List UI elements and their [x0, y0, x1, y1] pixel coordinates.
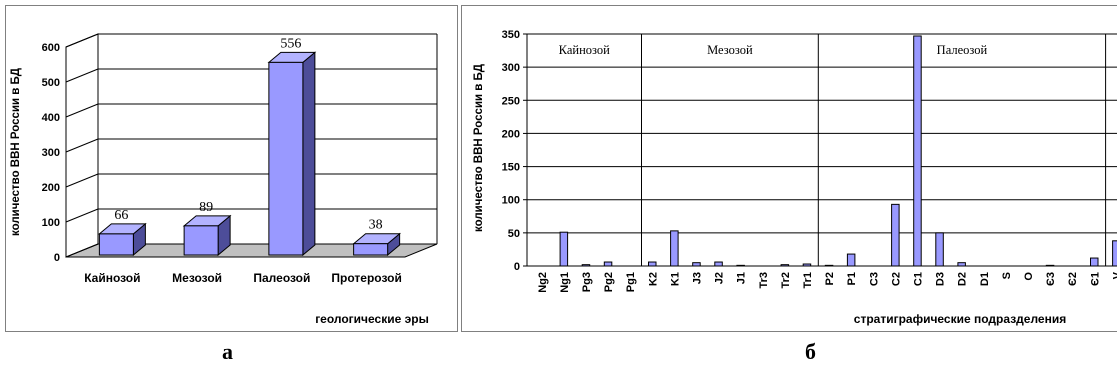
chart-b-ytick-label: 250: [502, 95, 520, 107]
chart-b-era-label: Мезозой: [707, 43, 753, 57]
chart-b-category-label: Tr1: [802, 272, 814, 289]
chart-b-category-label: Tr3: [758, 272, 770, 289]
chart-b-ytick-label: 300: [502, 62, 520, 74]
chart-b-bar: [1045, 264, 1055, 267]
chart-b-bar: [736, 264, 745, 267]
chart-a-ytick-label: 500: [42, 77, 60, 89]
chart-b-category-label: Є1: [1089, 272, 1101, 286]
chart-a-data-label: 66: [114, 208, 128, 223]
chart-b-bar: [603, 261, 613, 267]
chart-a-ytick-label: 200: [42, 182, 60, 194]
chart-a-xlabel: геологические эры: [315, 312, 429, 326]
chart-a-ytick-label: 300: [42, 147, 60, 159]
chart-a-category-label: Палеозой: [253, 271, 310, 285]
chart-a-gridline-side: [65, 208, 99, 223]
chart-b-bar: [802, 263, 812, 267]
chart-b-bar: [780, 264, 790, 267]
chart-a-data-label: 89: [199, 200, 213, 215]
chart-b-bar: [692, 262, 701, 267]
chart-b-category-label: Pg1: [625, 272, 637, 292]
chart-b-category-label: C2: [890, 272, 902, 286]
chart-b-category-label: D1: [979, 272, 991, 286]
chart-a-category-label: Мезозой: [172, 271, 222, 285]
chart-b-bar: [891, 203, 900, 267]
chart-b-category-label: Є3: [1045, 272, 1057, 286]
chart-a-gridline-side: [65, 243, 99, 258]
chart-b-ytick-label: 50: [508, 228, 520, 240]
chart-b-ytick-label: 0: [514, 261, 520, 273]
chart-b-bar: [1090, 257, 1099, 267]
chart-a-ytick-label: 100: [42, 217, 60, 229]
chart-b-category-label: P1: [846, 272, 858, 285]
chart-b-bar: [824, 264, 834, 267]
chart-a-bar: [353, 243, 389, 256]
chart-b-category-label: P2: [824, 272, 836, 285]
chart-a-category-label: Кайнозой: [84, 271, 140, 285]
chart-b-bar: [714, 261, 723, 267]
chart-b-category-label: Tr2: [780, 272, 792, 289]
chart-a-gridline-side: [65, 33, 99, 48]
chart-a-data-label: 38: [369, 218, 383, 233]
chart-b-bar: [559, 231, 569, 267]
chart-b-ytick-label: 200: [502, 128, 520, 140]
chart-b-ytick-label: 350: [502, 29, 520, 41]
chart-b-category-label: O: [1023, 272, 1035, 281]
chart-b-category-label: V: [1111, 271, 1117, 279]
chart-a-bar: [98, 233, 134, 256]
chart-b-category-label: S: [1001, 272, 1013, 279]
chart-b-ytick-label: 100: [502, 195, 520, 207]
chart-a-ytick-label: 0: [54, 252, 60, 264]
caption-a: а: [222, 339, 233, 364]
chart-b-bar: [846, 253, 856, 267]
chart-b-category-label: J2: [714, 272, 726, 284]
chart-b-bar: [581, 264, 591, 267]
chart-b-category-label: D2: [957, 272, 969, 286]
chart-a-bar: [268, 61, 304, 256]
chart-b-category-label: Ng2: [537, 272, 549, 293]
chart-b-category-label: Pg3: [581, 272, 593, 292]
chart-a-category-label: Протерозой: [331, 271, 401, 285]
chart-b-bar: [935, 232, 944, 267]
chart-b-bar: [1112, 240, 1117, 267]
chart-b-ytick-label: 150: [502, 162, 520, 174]
chart-b-category-label: C3: [868, 272, 880, 286]
chart-b-bar: [648, 261, 657, 267]
chart-b-category-label: K2: [647, 272, 659, 286]
chart-b-category-label: Ng1: [559, 272, 571, 293]
chart-a-gridline-side: [65, 173, 99, 188]
chart-a-bar: [183, 225, 219, 256]
chart-a-ytick-label: 400: [42, 112, 60, 124]
chart-b-category-label: C1: [912, 272, 924, 286]
chart-a-data-label: 556: [280, 36, 301, 51]
chart-a-bar-side: [302, 51, 316, 257]
chart-a-ylabel: количество ВВН России в БД: [10, 68, 22, 236]
chart-b-category-label: Є2: [1067, 272, 1079, 286]
chart-a-ytick-label: 600: [42, 42, 60, 54]
chart-b-category-label: J1: [736, 272, 748, 284]
chart-b-category-label: K1: [669, 272, 681, 286]
chart-b-bar: [957, 262, 966, 267]
chart-b-category-label: J3: [691, 272, 703, 284]
chart-b-xlabel: стратиграфические подразделения: [854, 312, 1066, 326]
chart-a-gridline-side: [65, 68, 99, 83]
chart-b-era-label: Палеозой: [937, 43, 988, 57]
chart-b-category-label: D3: [935, 272, 947, 286]
chart-a-gridline-side: [65, 103, 99, 118]
chart-b-category-label: Pg2: [603, 272, 615, 292]
chart-b-ylabel: количество ВВН России в БД: [473, 64, 485, 232]
chart-b-era-label: Кайнозой: [559, 43, 610, 57]
chart-b-bar: [913, 35, 922, 267]
chart-a-gridline-side: [65, 138, 99, 153]
caption-b: б: [805, 339, 816, 364]
chart-b-frame: [461, 5, 1117, 332]
chart-b-bar: [670, 230, 679, 267]
